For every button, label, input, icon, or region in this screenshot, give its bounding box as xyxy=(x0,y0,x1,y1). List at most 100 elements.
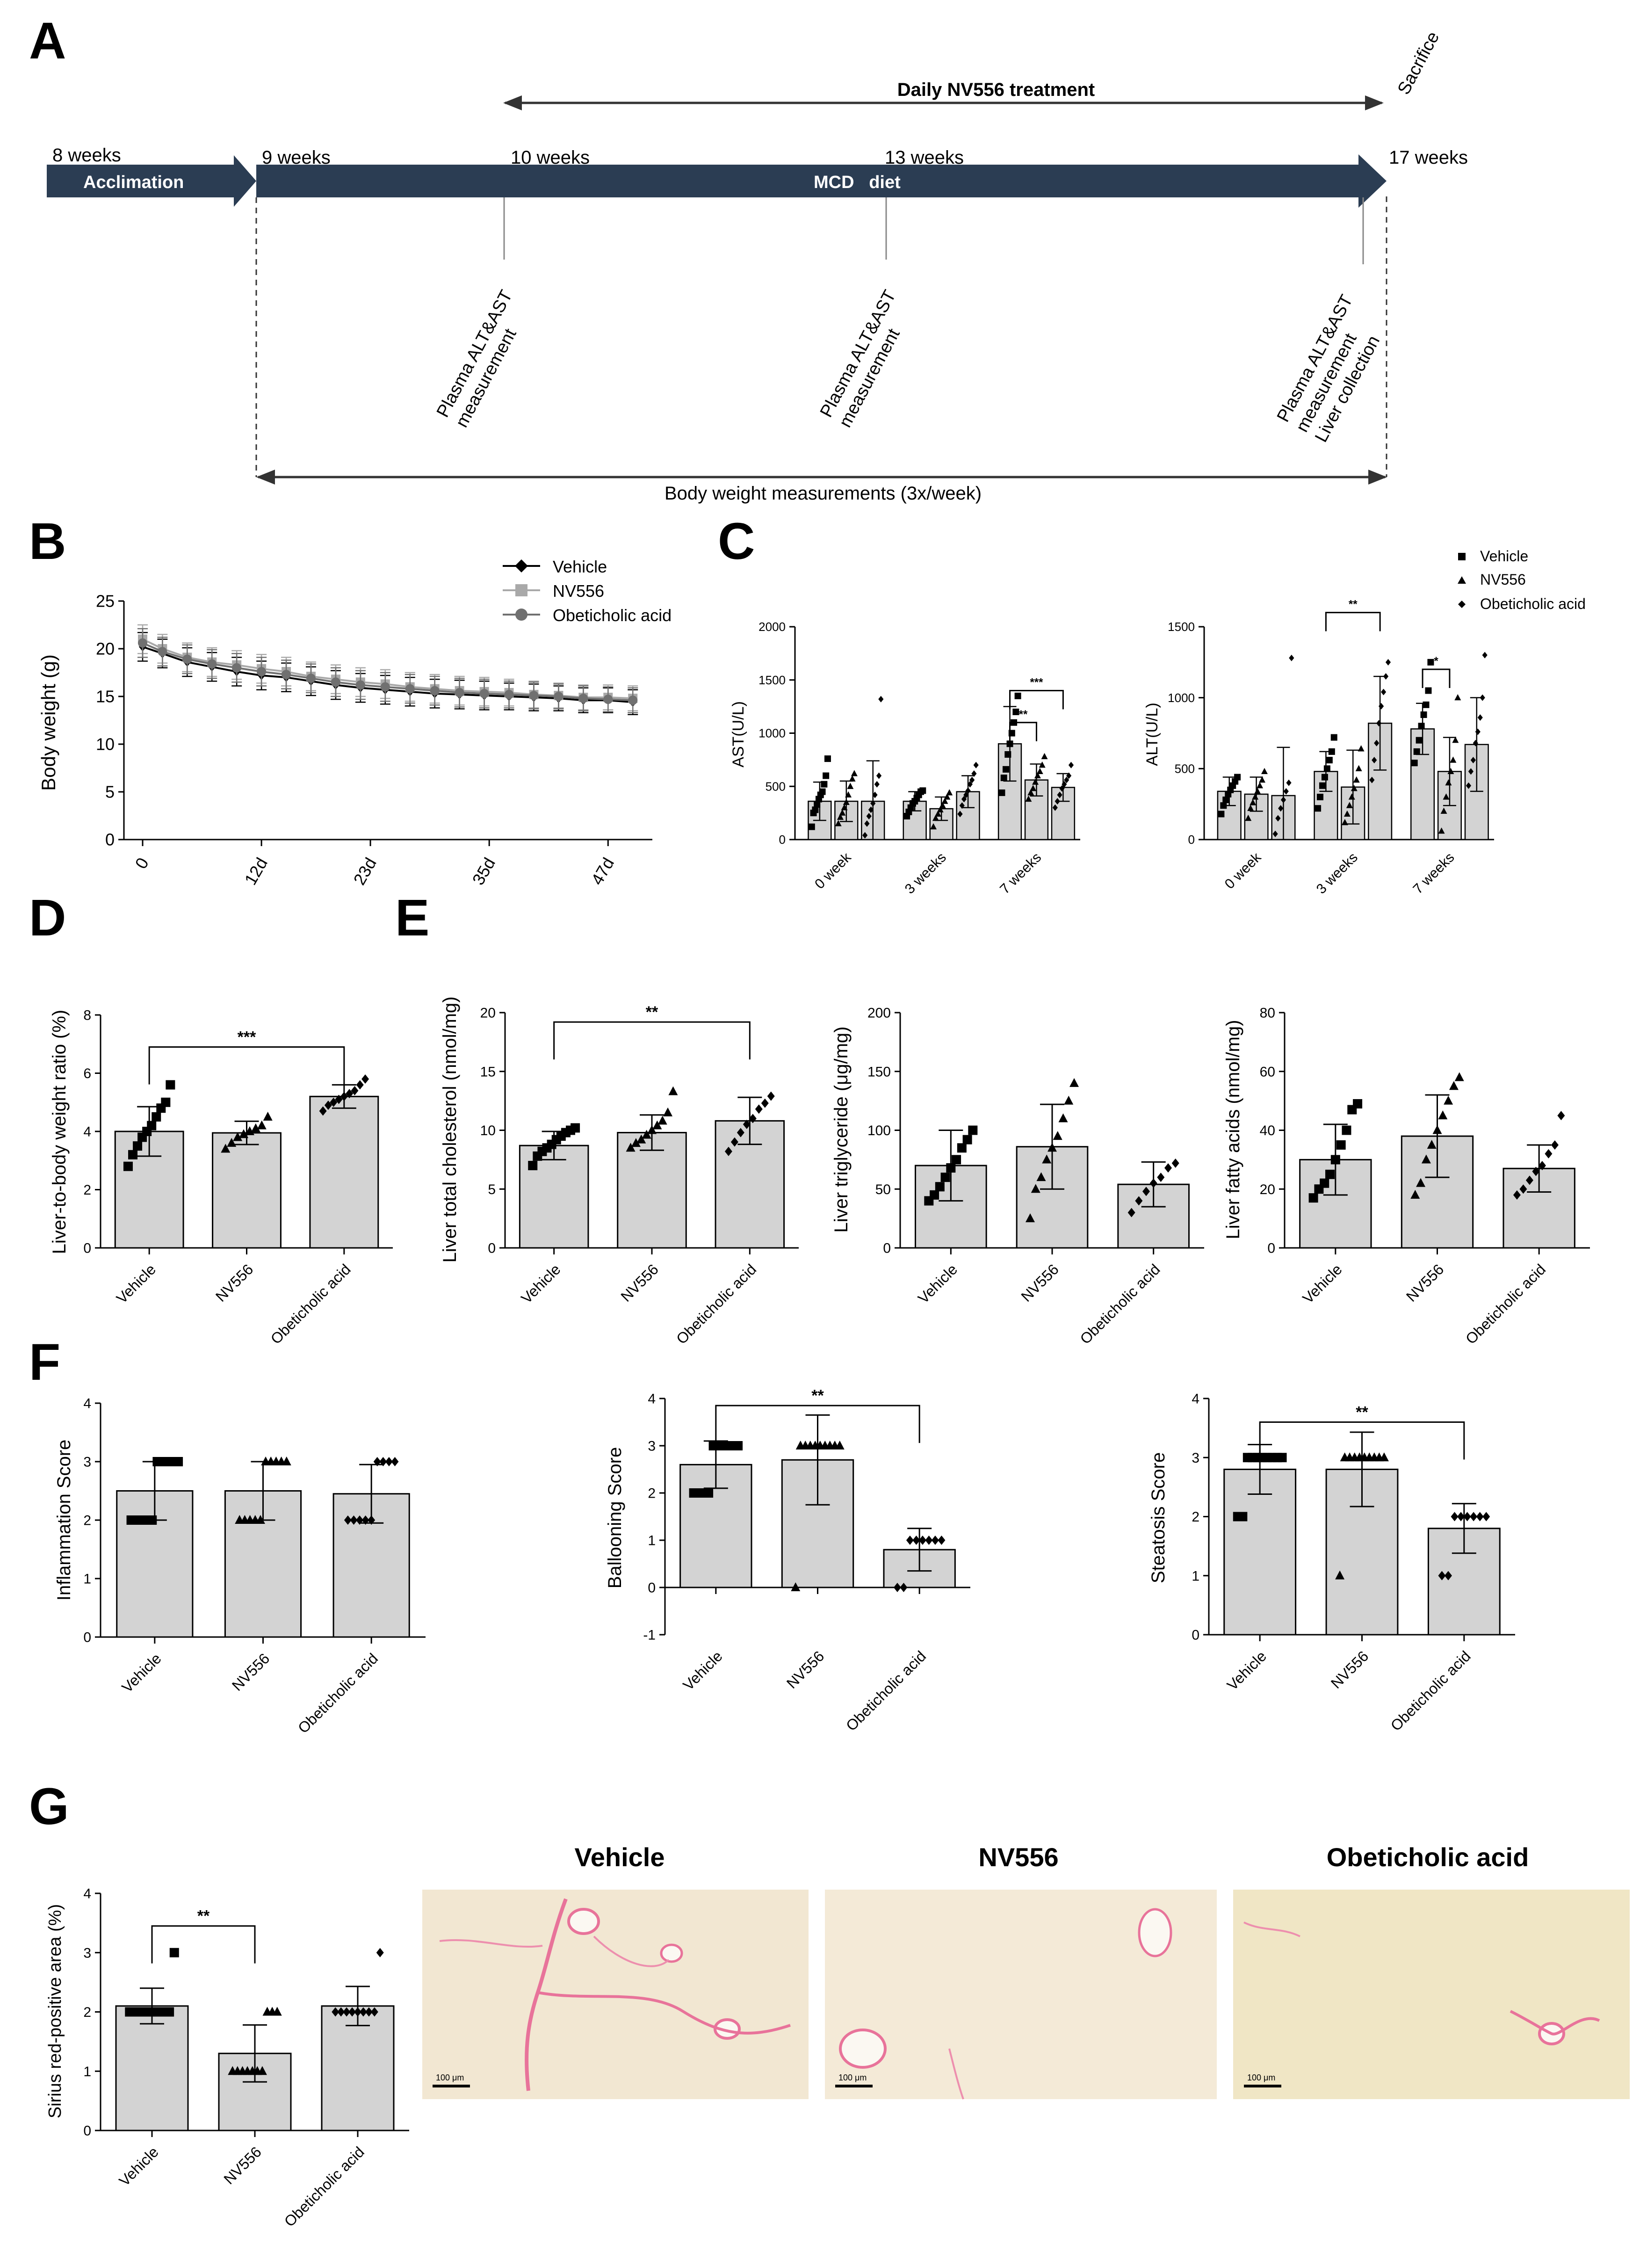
stain-image-nv556: 100 μm xyxy=(825,1890,1217,2100)
data-point xyxy=(912,1536,920,1545)
panel-letter: G xyxy=(29,1778,69,1835)
data-point xyxy=(937,806,944,812)
data-point xyxy=(730,1137,738,1147)
data-point xyxy=(824,755,831,762)
data-point xyxy=(1416,1178,1426,1187)
data-point xyxy=(872,791,878,798)
stain-image-oca: 100 μm xyxy=(1233,1890,1630,2099)
legend-b-label-oca: Obeticholic acid xyxy=(553,606,672,625)
significance-bracket xyxy=(1259,1421,1465,1460)
data-point xyxy=(1444,1095,1453,1105)
week-label-9: 9 weeks xyxy=(262,147,331,168)
y-axis-label: Steatosis Score xyxy=(1148,1452,1169,1583)
y-axis-label: AST(U/L) xyxy=(730,701,747,768)
data-point xyxy=(370,2007,378,2017)
data-point xyxy=(1220,802,1227,809)
data-point xyxy=(158,647,167,657)
x-tick-label: 3 weeks xyxy=(902,850,949,897)
data-point xyxy=(1470,757,1476,764)
acclimation-arrow xyxy=(47,155,256,207)
data-point xyxy=(380,682,390,692)
data-point xyxy=(1036,1172,1046,1181)
y-tick-label: 2 xyxy=(648,1486,656,1501)
y-tick-label: 0 xyxy=(1188,833,1195,847)
data-point xyxy=(1355,765,1362,771)
data-point xyxy=(1447,768,1454,774)
x-tick-label: 23d xyxy=(349,855,380,889)
data-point xyxy=(663,1107,673,1116)
data-point xyxy=(138,638,147,648)
data-point xyxy=(1358,745,1365,752)
x-tick-label: Vehicle xyxy=(915,1261,961,1306)
x-tick-label: Vehicle xyxy=(116,2143,162,2189)
plasma-label-10w: Plasma ALT&AST measurement xyxy=(433,287,520,430)
panel-letter-a: A xyxy=(29,12,66,70)
data-point xyxy=(1374,739,1380,746)
data-point xyxy=(893,1583,901,1592)
data-point xyxy=(1142,1187,1150,1196)
body-weight-label: Body weight measurements (3x/week) xyxy=(665,483,982,504)
data-point xyxy=(379,1457,387,1466)
x-tick-label: 3 weeks xyxy=(1314,850,1361,897)
data-point xyxy=(1440,807,1447,814)
data-point xyxy=(1135,1196,1143,1206)
data-point xyxy=(376,1948,384,1957)
y-tick-label: 2 xyxy=(1192,1509,1199,1525)
data-point xyxy=(957,1143,967,1153)
data-point xyxy=(233,1132,243,1141)
data-point xyxy=(1058,1113,1068,1123)
data-point xyxy=(864,820,870,827)
data-point xyxy=(1449,1081,1459,1090)
data-point xyxy=(257,1120,267,1130)
data-point xyxy=(1379,1452,1389,1462)
x-tick-label: Obeticholic acid xyxy=(1462,1261,1549,1347)
x-tick-label: 35d xyxy=(469,855,499,889)
data-point xyxy=(1245,814,1252,821)
data-point xyxy=(845,791,852,798)
chart-e2: 0 50 100 150 200 Liver triglyceride (μg/mg) Ve… xyxy=(831,1006,1204,1348)
data-point xyxy=(1335,1570,1345,1580)
data-point xyxy=(1468,768,1474,775)
data-point xyxy=(839,809,846,816)
y-tick-label: 500 xyxy=(766,779,786,793)
data-point xyxy=(1372,757,1377,764)
data-point xyxy=(356,1080,364,1090)
data-point xyxy=(1059,785,1065,792)
data-point xyxy=(847,783,854,789)
data-point xyxy=(1014,692,1021,699)
data-point xyxy=(874,781,880,788)
y-tick-label: 0 xyxy=(488,1241,496,1256)
data-point xyxy=(862,832,868,839)
stain-bg-oca xyxy=(1233,1890,1630,2099)
data-point xyxy=(405,684,415,694)
data-point xyxy=(1320,1178,1329,1188)
data-point xyxy=(1420,711,1427,718)
vessel-4 xyxy=(839,2029,887,2069)
data-point xyxy=(823,772,830,779)
data-point xyxy=(1062,781,1067,788)
x-tick-label: Obeticholic acid xyxy=(843,1647,929,1734)
data-point xyxy=(1344,810,1351,817)
data-point xyxy=(1466,782,1472,789)
data-point xyxy=(1171,1158,1179,1168)
y-tick-label: 15 xyxy=(96,687,115,706)
data-point xyxy=(1513,1190,1521,1200)
y-tick-label: 0 xyxy=(105,830,115,849)
x-tick-label: Vehicle xyxy=(518,1261,563,1306)
data-point xyxy=(1476,1512,1484,1522)
data-point xyxy=(1068,761,1074,768)
daily-treatment-label: Daily NV556 treatment xyxy=(897,80,1095,100)
bar-1 xyxy=(617,1132,687,1249)
panel-letter: B xyxy=(29,513,66,570)
data-point xyxy=(373,1457,381,1466)
x-tick-label: 47d xyxy=(587,855,618,889)
data-point xyxy=(1238,1512,1248,1522)
x-tick-label: Obeticholic acid xyxy=(295,1650,381,1736)
x-tick-label: 0 week xyxy=(1222,849,1264,892)
data-point xyxy=(843,798,850,805)
data-point xyxy=(1032,778,1039,785)
data-point xyxy=(1053,1131,1062,1140)
data-point xyxy=(239,1129,249,1138)
y-tick-label: 1500 xyxy=(1168,620,1195,634)
